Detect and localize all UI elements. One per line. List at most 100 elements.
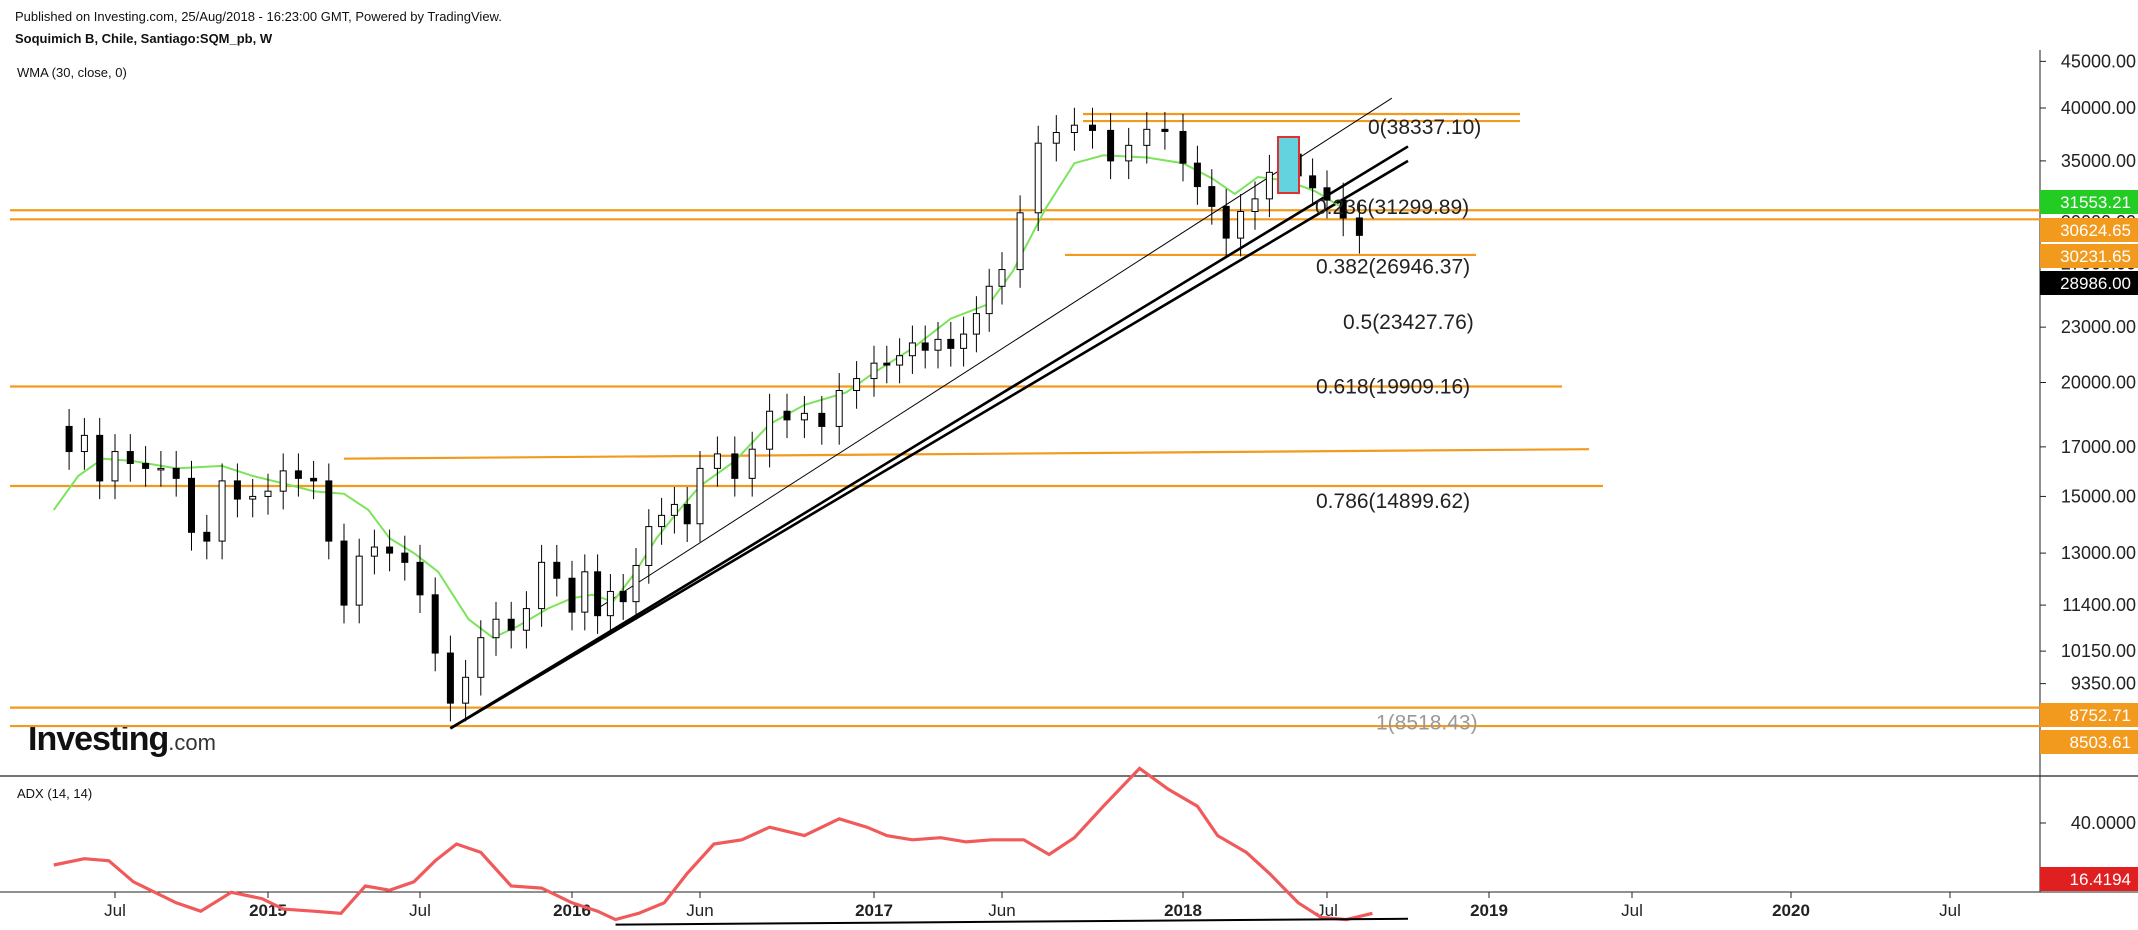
candle-body[interactable] (477, 637, 485, 678)
candle-body[interactable] (553, 561, 561, 579)
price-tag[interactable] (2040, 271, 2138, 295)
candle-body[interactable] (581, 571, 589, 613)
candle-body[interactable] (279, 470, 287, 492)
candle-body[interactable] (233, 480, 241, 500)
candle-body[interactable] (401, 552, 409, 563)
candle-body[interactable] (1251, 198, 1259, 213)
candle-body[interactable] (658, 514, 666, 528)
candle-body[interactable] (1339, 199, 1347, 219)
candle-body[interactable] (142, 463, 150, 469)
candle-body[interactable] (294, 470, 302, 479)
price-tag[interactable] (2040, 703, 2138, 727)
candle-body[interactable] (606, 590, 614, 617)
candle-body[interactable] (355, 555, 363, 606)
candle-body[interactable] (370, 546, 378, 557)
candle-body[interactable] (632, 564, 640, 603)
sloped-level-line[interactable] (343, 448, 1590, 460)
candle-body[interactable] (870, 362, 878, 380)
trendline[interactable] (449, 159, 1409, 730)
candle-body[interactable] (921, 342, 929, 351)
wma-indicator-label[interactable]: WMA (30, close, 0) (17, 65, 127, 80)
candle-body[interactable] (1107, 129, 1115, 162)
candle-body[interactable] (188, 477, 195, 533)
adx-trendline[interactable] (615, 917, 1409, 926)
candle-body[interactable] (157, 467, 165, 471)
candle-body[interactable] (218, 480, 226, 542)
candle-body[interactable] (568, 577, 576, 613)
candle-body[interactable] (800, 412, 808, 421)
candle-body[interactable] (1355, 217, 1363, 236)
candle-body[interactable] (1016, 212, 1024, 271)
candle-body[interactable] (538, 561, 546, 610)
candle-body[interactable] (1052, 132, 1060, 144)
trendline[interactable] (449, 145, 1409, 730)
candle-body[interactable] (853, 378, 861, 392)
candle-body[interactable] (1070, 124, 1078, 134)
candle-body[interactable] (972, 313, 980, 335)
candle-body[interactable] (96, 434, 104, 482)
candle-body[interactable] (249, 495, 257, 500)
candle-body[interactable] (696, 467, 704, 525)
wma-line[interactable] (52, 154, 1347, 639)
candle-body[interactable] (594, 571, 602, 617)
candle-body[interactable] (446, 652, 454, 704)
candle-body[interactable] (683, 503, 691, 525)
candle-body[interactable] (1161, 128, 1169, 132)
candle-body[interactable] (619, 590, 627, 603)
price-tag[interactable] (2040, 244, 2138, 268)
candle-body[interactable] (65, 425, 73, 453)
candle-body[interactable] (947, 338, 955, 349)
candle-body[interactable] (713, 453, 721, 469)
candle-body[interactable] (748, 448, 756, 479)
adx-line[interactable] (53, 766, 1373, 922)
candle-body[interactable] (492, 618, 500, 639)
candle-body[interactable] (783, 410, 791, 421)
candle-body[interactable] (1089, 124, 1096, 131)
candle-body[interactable] (896, 355, 904, 366)
candle-body[interactable] (1179, 130, 1187, 164)
price-tag[interactable] (2040, 190, 2138, 214)
candle-body[interactable] (670, 503, 678, 516)
candle-body[interactable] (126, 451, 134, 465)
price-tag[interactable] (2040, 218, 2138, 242)
candle-body[interactable] (340, 540, 348, 606)
candle-body[interactable] (1309, 175, 1317, 189)
candle-body[interactable] (908, 342, 916, 357)
candle-body[interactable] (818, 412, 826, 427)
candle-body[interactable] (431, 594, 439, 654)
candle-body[interactable] (645, 526, 653, 566)
candle-body[interactable] (111, 451, 119, 482)
candle-body[interactable] (172, 467, 180, 479)
candle-body[interactable] (1193, 162, 1201, 188)
candle-body[interactable] (325, 480, 333, 542)
candle-body[interactable] (998, 269, 1006, 287)
candle-body[interactable] (1237, 211, 1245, 239)
candle-body[interactable] (985, 285, 993, 315)
candle-body[interactable] (1208, 186, 1216, 207)
candle-body[interactable] (507, 618, 515, 631)
candle-body[interactable] (766, 410, 774, 450)
candle-body[interactable] (203, 531, 211, 542)
candle-body[interactable] (310, 477, 318, 482)
price-tag[interactable] (2040, 730, 2138, 754)
candle-body[interactable] (1125, 144, 1133, 162)
candle-body[interactable] (1265, 171, 1273, 200)
adx-indicator-label[interactable]: ADX (14, 14) (17, 786, 93, 801)
candle-body[interactable] (264, 490, 272, 497)
candle-body[interactable] (522, 608, 530, 631)
candle-body[interactable] (80, 434, 88, 453)
candle-body[interactable] (1323, 187, 1331, 201)
candle-body[interactable] (1222, 205, 1230, 239)
highlight-box[interactable] (1277, 136, 1300, 194)
candle-body[interactable] (1034, 142, 1042, 214)
candle-body[interactable] (462, 676, 470, 704)
candle-body[interactable] (883, 362, 891, 366)
candle-body[interactable] (960, 333, 968, 349)
candle-body[interactable] (731, 453, 739, 479)
adx-price-tag[interactable] (2040, 867, 2138, 891)
candle-body[interactable] (416, 561, 424, 596)
candle-body[interactable] (835, 390, 843, 427)
candle-body[interactable] (934, 338, 942, 351)
candle-body[interactable] (1143, 128, 1151, 146)
